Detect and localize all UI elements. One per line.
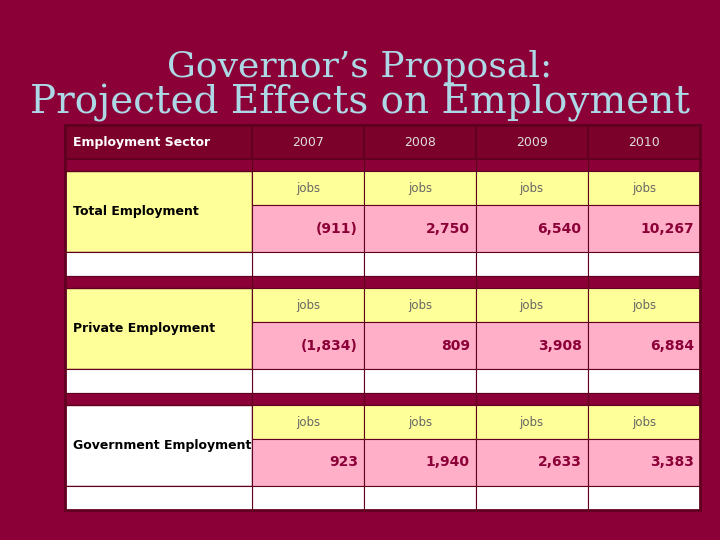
Bar <box>588 322 700 369</box>
Bar <box>252 393 364 405</box>
Bar <box>252 205 364 252</box>
Bar <box>364 322 476 369</box>
Bar <box>364 159 476 171</box>
Text: Governor’s Proposal:: Governor’s Proposal: <box>167 50 553 84</box>
Text: jobs: jobs <box>296 182 320 195</box>
Text: 2,633: 2,633 <box>538 455 582 469</box>
Text: 2010: 2010 <box>628 136 660 148</box>
Text: 2009: 2009 <box>516 136 548 148</box>
Text: 3,908: 3,908 <box>538 339 582 353</box>
Bar <box>252 252 364 276</box>
Bar <box>476 288 588 322</box>
Bar <box>476 405 588 440</box>
Text: (1,834): (1,834) <box>301 339 358 353</box>
Bar <box>252 369 364 393</box>
Text: jobs: jobs <box>520 182 544 195</box>
Bar <box>476 322 588 369</box>
Bar <box>588 369 700 393</box>
Bar <box>476 276 588 288</box>
Bar <box>252 276 364 288</box>
Bar <box>588 276 700 288</box>
Bar <box>588 125 700 159</box>
Bar <box>364 440 476 485</box>
Text: 2,750: 2,750 <box>426 221 470 235</box>
Text: 6,540: 6,540 <box>538 221 582 235</box>
Bar <box>65 288 252 369</box>
Text: Employment Sector: Employment Sector <box>73 136 210 148</box>
Bar <box>588 393 700 405</box>
Bar <box>364 125 476 159</box>
Text: 809: 809 <box>441 339 470 353</box>
Bar <box>476 393 588 405</box>
Bar <box>364 205 476 252</box>
Bar <box>588 252 700 276</box>
Text: jobs: jobs <box>296 416 320 429</box>
Text: 2007: 2007 <box>292 136 324 148</box>
Bar <box>476 252 588 276</box>
Text: Total Employment: Total Employment <box>73 205 199 218</box>
Bar <box>252 159 364 171</box>
Bar <box>65 276 252 288</box>
Bar <box>252 125 364 159</box>
Bar <box>476 171 588 205</box>
Bar <box>364 288 476 322</box>
Text: 1,940: 1,940 <box>426 455 470 469</box>
Bar <box>364 171 476 205</box>
Text: (911): (911) <box>316 221 358 235</box>
Bar <box>588 405 700 440</box>
Bar <box>252 440 364 485</box>
Bar <box>364 393 476 405</box>
Bar <box>588 440 700 485</box>
Bar <box>65 171 252 252</box>
Bar <box>252 171 364 205</box>
Bar <box>65 369 252 393</box>
Text: jobs: jobs <box>631 299 656 312</box>
Bar <box>65 252 252 276</box>
Bar <box>364 276 476 288</box>
Bar <box>65 125 252 159</box>
Text: jobs: jobs <box>520 416 544 429</box>
Bar <box>65 125 700 510</box>
Bar <box>588 288 700 322</box>
Text: jobs: jobs <box>631 182 656 195</box>
Bar <box>588 485 700 510</box>
Text: 6,884: 6,884 <box>650 339 694 353</box>
Text: jobs: jobs <box>296 299 320 312</box>
Bar <box>252 322 364 369</box>
Text: 923: 923 <box>329 455 358 469</box>
Bar <box>252 405 364 440</box>
Text: 10,267: 10,267 <box>640 221 694 235</box>
Bar <box>364 252 476 276</box>
Bar <box>476 205 588 252</box>
Bar <box>364 485 476 510</box>
Text: jobs: jobs <box>408 182 432 195</box>
Bar <box>588 205 700 252</box>
Bar <box>65 159 252 171</box>
Bar <box>252 288 364 322</box>
Bar <box>588 171 700 205</box>
Text: jobs: jobs <box>520 299 544 312</box>
Bar <box>364 369 476 393</box>
Text: Private Employment: Private Employment <box>73 322 215 335</box>
Text: jobs: jobs <box>408 299 432 312</box>
Bar <box>588 159 700 171</box>
Bar <box>65 485 252 510</box>
Bar <box>252 485 364 510</box>
Text: jobs: jobs <box>631 416 656 429</box>
Text: Projected Effects on Employment: Projected Effects on Employment <box>30 84 690 122</box>
Text: Government Employment: Government Employment <box>73 439 251 452</box>
Bar <box>65 393 252 405</box>
Bar <box>364 405 476 440</box>
Bar <box>476 369 588 393</box>
Bar <box>65 405 252 485</box>
Bar <box>476 440 588 485</box>
Bar <box>476 485 588 510</box>
Text: 2008: 2008 <box>404 136 436 148</box>
Bar <box>476 159 588 171</box>
Text: 3,383: 3,383 <box>650 455 694 469</box>
Bar <box>476 125 588 159</box>
Text: jobs: jobs <box>408 416 432 429</box>
